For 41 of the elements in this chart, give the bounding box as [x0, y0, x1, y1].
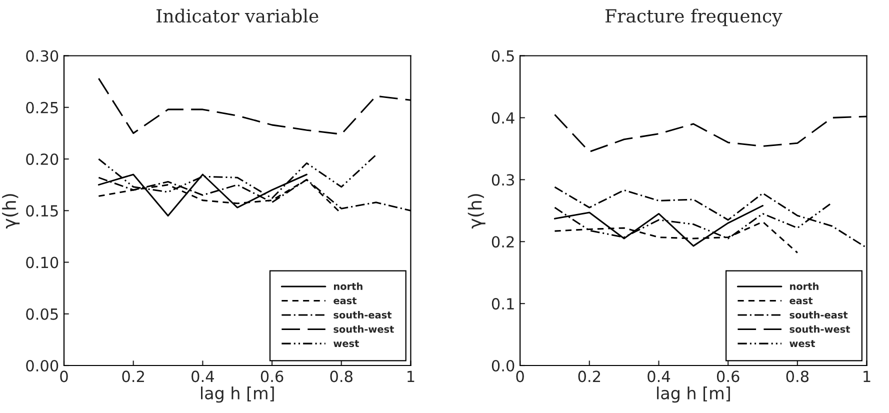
legend-label: south-east	[334, 311, 392, 319]
x-tick-label: 0.4	[648, 370, 670, 382]
legend-label: south-west	[790, 325, 850, 333]
legend-label: north	[790, 282, 818, 290]
x-axis-title: lag h [m]	[657, 386, 730, 403]
x-tick-label: 0.2	[578, 370, 600, 382]
x-tick-label: 0.2	[122, 370, 144, 382]
y-tick-label: 0.3	[492, 174, 514, 186]
y-axis-title: γ(h)	[2, 194, 20, 228]
y-tick-label: 0.2	[492, 236, 514, 248]
x-axis-title: lag h [m]	[201, 386, 274, 403]
y-tick-label: 0.1	[492, 298, 514, 310]
y-axis-title: γ(h)	[468, 194, 486, 228]
legend-label: north	[334, 282, 362, 290]
legend-label: west	[790, 340, 816, 348]
chart-title: Fracture frequency	[606, 8, 782, 26]
legend-label: south-east	[790, 311, 848, 319]
y-tick-label: 0.5	[492, 50, 514, 62]
y-tick-label: 0.0	[492, 360, 514, 372]
x-tick-label: 0	[60, 370, 68, 382]
y-tick-label: 0.10	[26, 256, 58, 268]
x-tick-label: 0.8	[330, 370, 352, 382]
legend-label: south-west	[334, 325, 394, 333]
x-tick-label: 0	[516, 370, 524, 382]
legend-label: east	[790, 297, 813, 304]
chart-title: Indicator variable	[156, 8, 318, 23]
x-tick-label: 1	[408, 370, 414, 382]
x-tick-label: 0.6	[260, 370, 284, 382]
x-tick-label: 0.6	[716, 370, 740, 382]
y-tick-label: 0.25	[26, 102, 58, 114]
y-tick-label: 0.30	[26, 50, 58, 62]
y-tick-label: 0.05	[26, 308, 58, 320]
x-tick-label: 1	[864, 370, 870, 382]
y-tick-label: 0.15	[26, 205, 58, 217]
legend-label: west	[334, 340, 359, 348]
x-tick-label: 0.8	[786, 370, 809, 382]
y-tick-label: 0.4	[492, 112, 514, 124]
y-tick-label: 0.20	[26, 153, 58, 166]
legend-label: east	[334, 297, 357, 304]
x-tick-label: 0.4	[192, 370, 214, 382]
y-tick-label: 0.00	[26, 360, 58, 372]
